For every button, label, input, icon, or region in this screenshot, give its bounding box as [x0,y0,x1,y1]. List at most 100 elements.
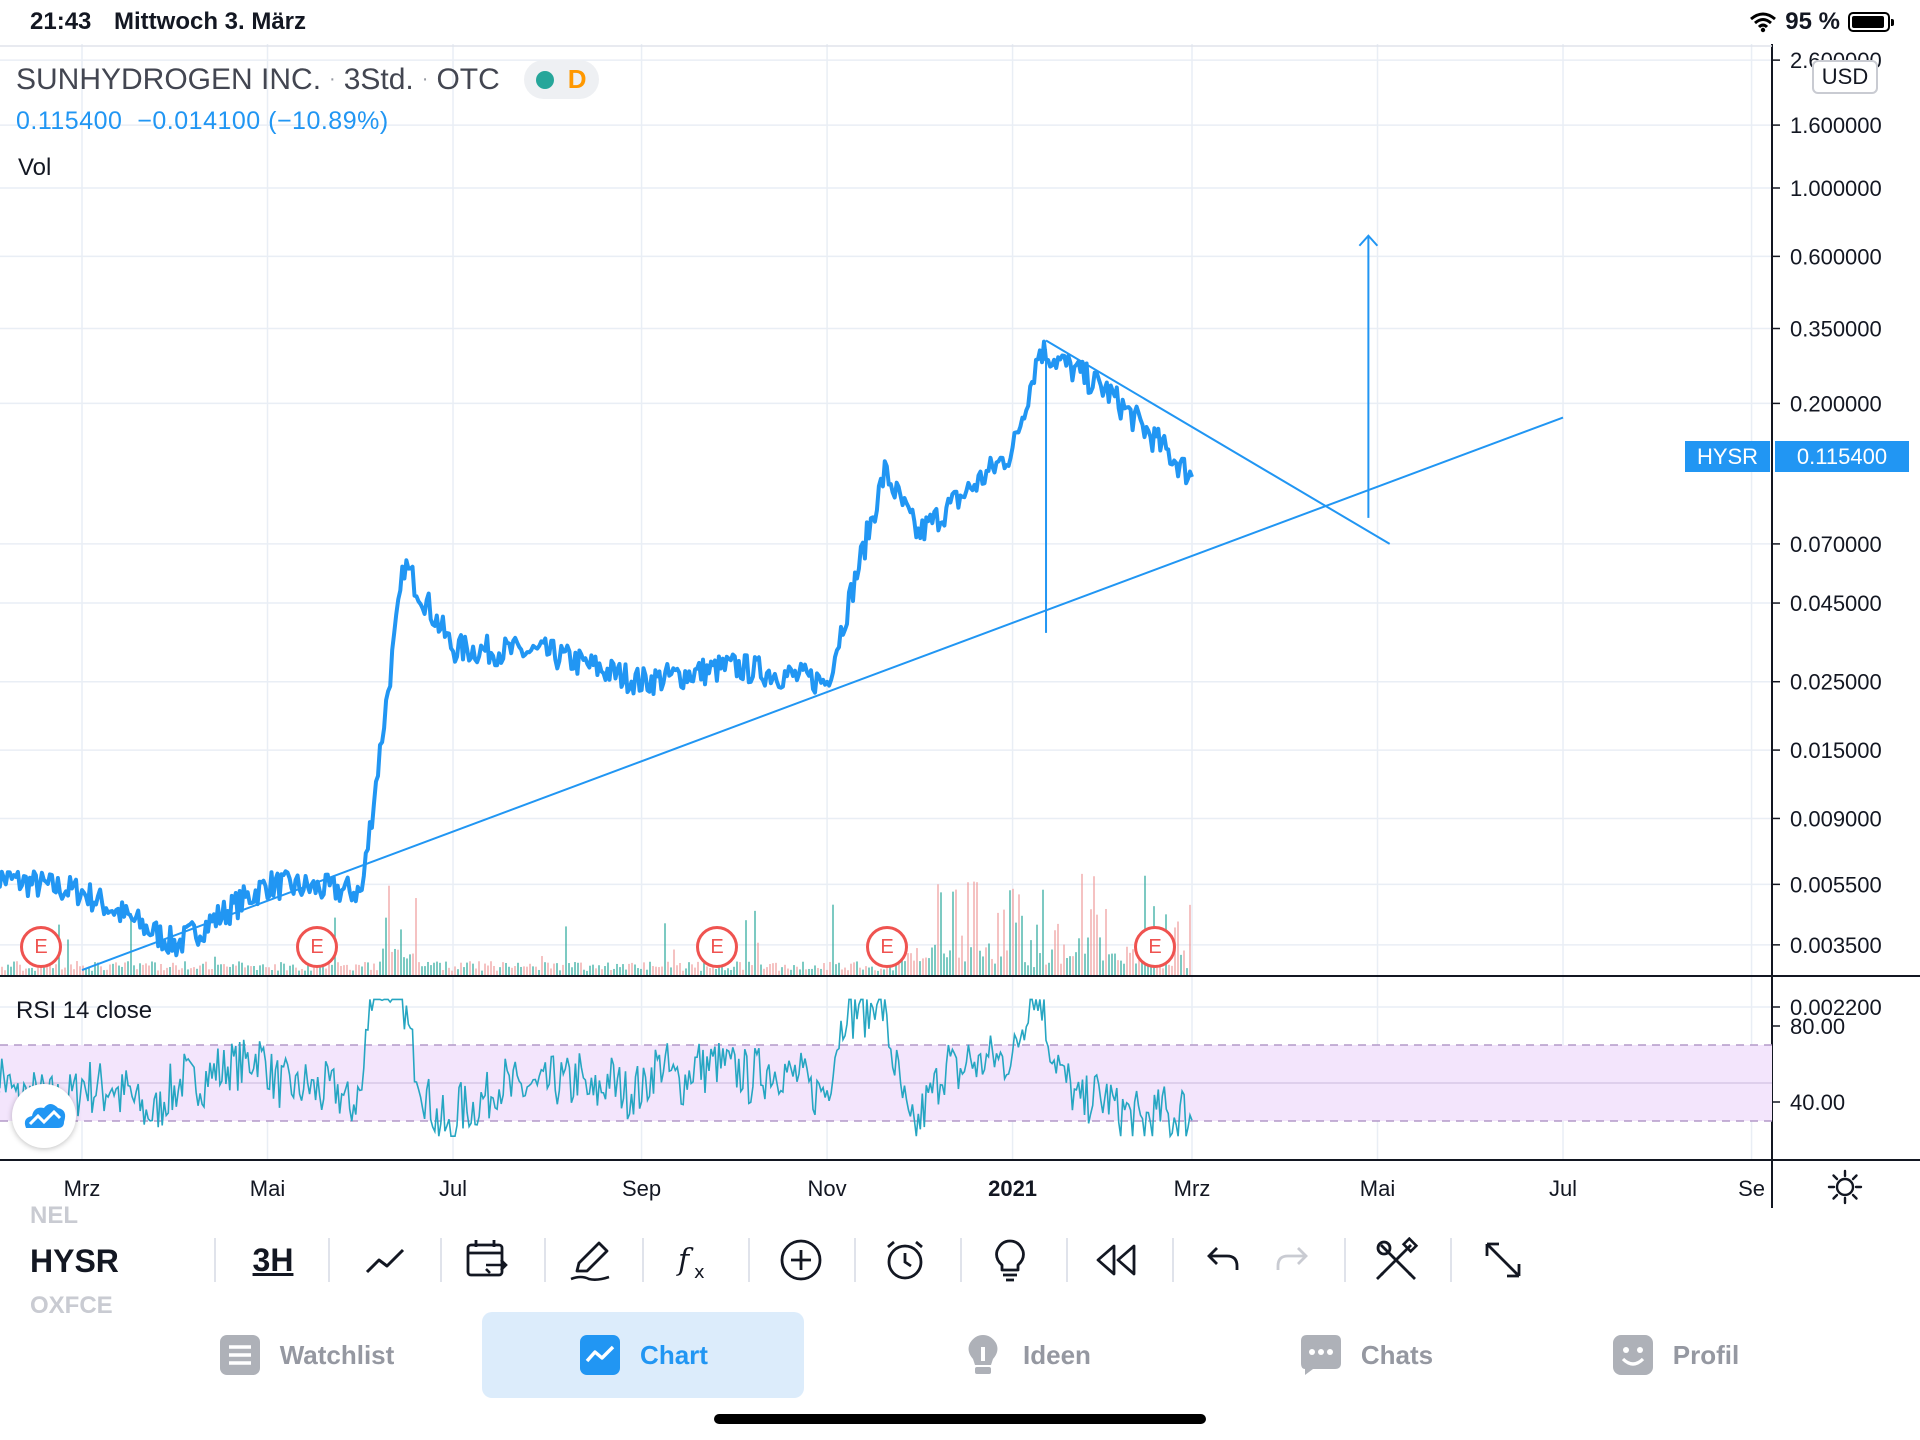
volume-label: Vol [18,154,52,181]
chat-icon [1299,1333,1343,1377]
undo-icon [1207,1247,1239,1270]
nav-profil[interactable]: Profil [1590,1312,1760,1398]
toolbar-divider [748,1238,750,1282]
pen-icon [570,1241,610,1281]
cloud-chart-icon [24,1104,66,1128]
rewind-icon [1096,1244,1136,1276]
add-button[interactable] [773,1232,829,1288]
list-icon [218,1333,262,1377]
price-tick-label: 1.600000 [1790,113,1882,138]
home-indicator[interactable] [714,1414,1206,1424]
earnings-marker[interactable]: E [20,926,62,968]
time-tick-label: Sep [622,1176,661,1201]
nav-chats[interactable]: Chats [1246,1312,1486,1398]
chart-legend: SUNHYDROGEN INC. · 3Std. · OTC D [16,60,599,99]
toolbar-divider [440,1238,442,1282]
indicators-button[interactable]: f x [666,1232,722,1288]
alert-button[interactable] [877,1232,933,1288]
battery-icon [1848,12,1894,32]
price-tick-label: 0.350000 [1790,317,1882,342]
fullscreen-button[interactable] [1475,1232,1531,1288]
rsi-line [0,998,1193,1139]
trend-line [1045,339,1391,545]
price-tick-label: 1.000000 [1790,176,1882,201]
bottom-navigation: Watchlist Chart Ideen Chats Profil [0,1310,1920,1402]
toolbar-divider [960,1238,962,1282]
svg-text:x: x [694,1262,705,1282]
price-chart[interactable]: 2.6000001.6000001.0000000.6000000.350000… [0,44,1920,1210]
toolbar-divider [1450,1238,1452,1282]
data-delay-badge: D [567,64,587,94]
time-tick-label: Jul [439,1176,467,1201]
price-tick-label: 0.005500 [1790,872,1882,897]
interval-label: 3H [252,1241,294,1278]
nav-watchlist[interactable]: Watchlist [186,1312,426,1398]
interval-button[interactable]: 3H [245,1232,301,1288]
expand-icon [1485,1242,1521,1278]
wrench-screwdriver-icon [1376,1237,1419,1280]
market-open-dot-icon [535,70,554,89]
symbol-name: SUNHYDROGEN INC. [16,62,322,96]
undo-button[interactable] [1195,1232,1251,1288]
earnings-marker[interactable]: E [696,926,738,968]
calendar-arrows-icon [466,1240,508,1277]
nav-ideen[interactable]: Ideen [906,1312,1146,1398]
chart-icon [578,1333,622,1377]
price-tick-label: 0.600000 [1790,244,1882,269]
price-tick-label: 0.003500 [1790,933,1882,958]
symbol-selector[interactable]: HYSR [30,1243,119,1279]
lightbulb-icon [961,1333,1005,1377]
replay-button[interactable] [1088,1232,1144,1288]
toolbar-divider [642,1238,644,1282]
tools-button[interactable] [1368,1232,1424,1288]
tradingview-logo[interactable] [12,1084,76,1148]
trend-line [81,416,1564,971]
toolbar-divider [328,1238,330,1282]
time-tick-label: Mai [250,1176,285,1201]
date-range-button[interactable] [459,1232,515,1288]
price-tick-label: 0.045000 [1790,591,1882,616]
price-tick-label: 0.015000 [1790,738,1882,763]
separator-dot: · [421,68,429,90]
nav-chart[interactable]: Chart [482,1312,804,1398]
alarm-clock-icon [887,1240,923,1280]
redo-button[interactable] [1264,1232,1320,1288]
ideas-button[interactable] [982,1232,1038,1288]
axis-corner [1774,1165,1920,1205]
time-tick-label: 2021 [988,1176,1037,1201]
rsi-label: RSI 14 close [16,997,153,1024]
earnings-marker[interactable]: E [296,926,338,968]
earnings-marker[interactable]: E [866,926,908,968]
status-right: 95 % [1749,8,1894,36]
nav-label: Profil [1672,1339,1740,1370]
market-status-pill[interactable]: D [523,60,599,99]
time-tick-label: Jul [1549,1176,1577,1201]
price-tick-label: 0.200000 [1790,391,1882,416]
toolbar-divider [544,1238,546,1282]
line-chart-icon [365,1248,405,1274]
earnings-marker[interactable]: E [1134,926,1176,968]
chart-toolbar: NEL HYSR OXFCE 3H f x [0,1202,1920,1319]
function-icon: f x [676,1243,705,1282]
time-tick-label: Se [1738,1176,1765,1201]
time-tick-label: Nov [808,1176,847,1201]
toolbar-divider [1172,1238,1174,1282]
chart-type-button[interactable] [357,1232,413,1288]
wifi-icon [1750,12,1777,33]
toolbar-divider [1344,1238,1346,1282]
time-tick-label: Mrz [64,1176,101,1201]
prev-symbol-ghost: NEL [30,1202,78,1229]
status-time: 21:43 [30,8,92,35]
next-symbol-ghost: OXFCE [30,1292,113,1319]
price-line [0,339,1194,958]
drawing-tools-button[interactable] [562,1232,618,1288]
status-bar: 21:43 Mittwoch 3. März 95 % [0,0,1920,44]
target-arrowhead [1358,234,1379,247]
time-tick-label: Mrz [1174,1176,1211,1201]
currency-label[interactable]: USD [1812,60,1878,94]
chart-settings-icon[interactable] [1826,1168,1864,1206]
nav-label: Ideen [1023,1339,1091,1370]
rsi-tick-label: 40.00 [1790,1090,1845,1115]
nav-label: Chart [640,1339,708,1370]
price-tick-label: 0.009000 [1790,806,1882,831]
